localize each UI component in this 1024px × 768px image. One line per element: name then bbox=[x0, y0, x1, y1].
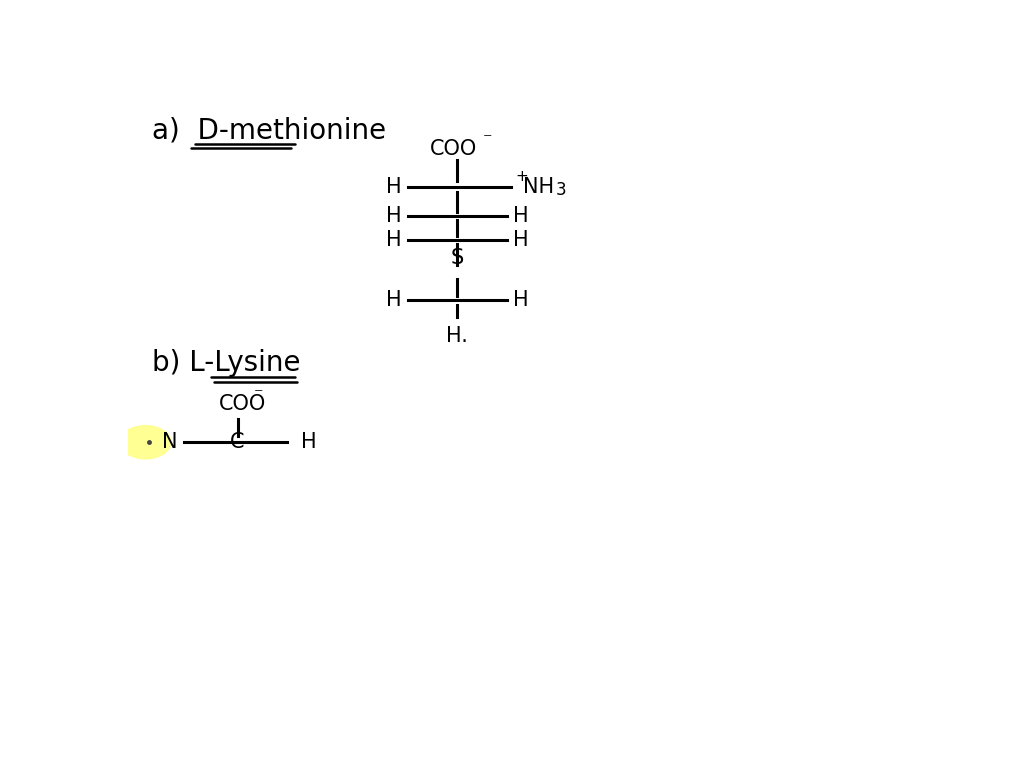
Ellipse shape bbox=[120, 425, 171, 458]
Text: H: H bbox=[386, 207, 401, 227]
Text: COO: COO bbox=[219, 395, 266, 415]
Text: H.: H. bbox=[446, 326, 468, 346]
Text: +: + bbox=[515, 169, 528, 184]
Text: H: H bbox=[513, 207, 528, 227]
Text: H: H bbox=[301, 432, 316, 452]
Text: H: H bbox=[386, 290, 401, 310]
Text: COO: COO bbox=[430, 139, 477, 159]
Text: H: H bbox=[513, 290, 528, 310]
Text: H: H bbox=[386, 177, 401, 197]
Text: NH: NH bbox=[523, 177, 555, 197]
Text: H: H bbox=[386, 230, 401, 250]
Text: 3: 3 bbox=[556, 181, 566, 200]
Text: H: H bbox=[513, 230, 528, 250]
Text: N: N bbox=[163, 432, 178, 452]
Text: b) L-Lysine: b) L-Lysine bbox=[152, 349, 300, 377]
Text: ⁻: ⁻ bbox=[253, 386, 263, 404]
Text: S: S bbox=[451, 248, 464, 268]
Text: C: C bbox=[230, 432, 245, 452]
Text: a)  D-methionine: a) D-methionine bbox=[152, 117, 386, 145]
Text: ⁻: ⁻ bbox=[482, 131, 493, 149]
